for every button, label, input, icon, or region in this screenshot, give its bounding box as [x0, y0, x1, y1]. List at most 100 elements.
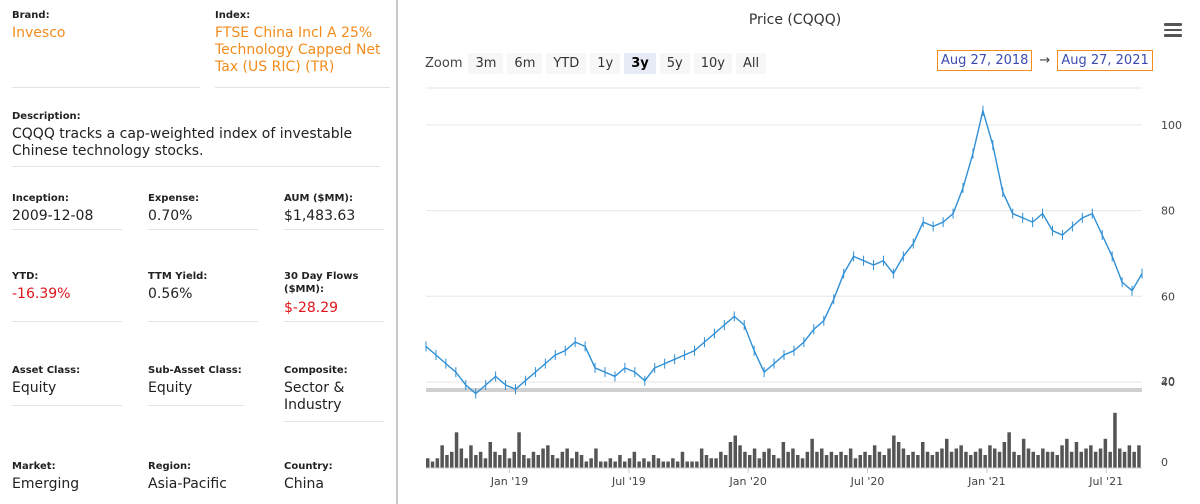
- inception-cell: Inception: 2009-12-08: [12, 192, 122, 230]
- volume-bar: [872, 445, 877, 469]
- volume-bar: [978, 448, 983, 468]
- volume-bar: [728, 442, 733, 468]
- index-cell: Index: FTSE China Incl A 25% Technology …: [215, 9, 390, 88]
- volume-bar: [1084, 448, 1088, 468]
- volume-bar: [690, 461, 694, 468]
- range-to-input[interactable]: Aug 27, 2021: [1057, 50, 1153, 71]
- index-value-line3[interactable]: Tax (US RIC) (TR): [215, 59, 335, 75]
- index-value-line1[interactable]: FTSE China Incl A 25%: [215, 25, 373, 41]
- pane-separator: [426, 388, 1142, 392]
- aum-label: AUM ($MM):: [284, 193, 353, 204]
- zoom-ytd-button[interactable]: YTD: [546, 52, 587, 74]
- volume-bar: [469, 445, 473, 469]
- volume-bar: [815, 451, 819, 469]
- volume-bar: [1089, 445, 1093, 469]
- volume-bar: [776, 458, 781, 469]
- volume-bar: [493, 451, 497, 469]
- country-label: Country:: [284, 461, 333, 472]
- volume-bar: [983, 455, 987, 468]
- inception-label: Inception:: [12, 193, 69, 204]
- range-from-input[interactable]: Aug 27, 2018: [937, 50, 1033, 71]
- volume-bar: [1065, 438, 1069, 469]
- zoom-10y-button[interactable]: 10y: [693, 52, 732, 74]
- volume-bar: [560, 451, 565, 469]
- volume-bar: [714, 458, 718, 469]
- volume-bar: [709, 458, 713, 469]
- volume-bar: [1079, 451, 1083, 469]
- composite-value-line1: Sector &: [284, 380, 345, 396]
- ttm-yield-value: 0.56%: [148, 286, 193, 302]
- volume-bar: [426, 458, 430, 469]
- volume-bar: [613, 461, 617, 468]
- volume-bar: [603, 461, 608, 468]
- index-label: Index:: [215, 10, 251, 21]
- volume-bar: [1103, 438, 1108, 469]
- description-cell: Description: CQQQ tracks a cap-weighted …: [12, 110, 380, 167]
- volume-bar: [973, 451, 978, 469]
- ytd-value: -16.39%: [12, 286, 71, 302]
- index-value-line2[interactable]: Technology Capped Net: [215, 42, 381, 58]
- zoom-all-button[interactable]: All: [735, 52, 767, 74]
- zoom-5y-button[interactable]: 5y: [659, 52, 690, 74]
- volume-bar: [1137, 445, 1141, 469]
- volume-bar: [767, 448, 771, 468]
- volume-bar: [1074, 442, 1079, 468]
- volume-bar: [805, 451, 810, 469]
- volume-bar: [935, 451, 939, 469]
- zoom-3m-button[interactable]: 3m: [468, 52, 504, 74]
- volume-bar: [1002, 442, 1007, 468]
- zoom-3y-button[interactable]: 3y: [624, 52, 656, 74]
- price-tick-label: 40: [1161, 376, 1175, 389]
- region-label: Region:: [148, 461, 192, 472]
- zoom-1y-button[interactable]: 1y: [590, 52, 621, 74]
- volume-bar: [483, 458, 488, 469]
- sub-asset-class-value: Equity: [148, 380, 193, 396]
- volume-bar: [430, 461, 435, 468]
- x-tick-label: Jul '19: [611, 475, 646, 488]
- volume-bar: [786, 451, 790, 469]
- volume-bar: [1113, 412, 1117, 469]
- volume-bar: [579, 455, 584, 468]
- volume-bar: [733, 435, 737, 468]
- volume-bar: [695, 461, 699, 468]
- flows-cell: 30 Day Flows ($MM): $-28.29: [284, 270, 384, 322]
- volume-bar: [945, 438, 949, 469]
- volume-bar: [526, 458, 531, 469]
- volume-bar: [1045, 451, 1050, 469]
- inception-value: 2009-12-08: [12, 208, 94, 224]
- volume-bar: [541, 448, 545, 468]
- volume-bar: [800, 458, 805, 469]
- volume-bar: [1031, 451, 1035, 469]
- description-label: Description:: [12, 111, 81, 122]
- region-value: Asia-Pacific: [148, 476, 227, 492]
- price-chart: 40 60 80 100 0 20 Jan '19 Jul '19 Jan '20 Jul '20…: [425, 87, 1182, 488]
- volume-bar: [781, 442, 786, 468]
- description-line2: Chinese technology stocks.: [12, 143, 204, 159]
- asset-class-label: Asset Class:: [12, 365, 81, 376]
- country-value: China: [284, 476, 324, 492]
- volume-bar: [1122, 451, 1127, 469]
- date-range: Aug 27, 2018 → Aug 27, 2021: [937, 50, 1153, 71]
- zoom-6m-button[interactable]: 6m: [507, 52, 543, 74]
- volume-bar: [743, 451, 747, 469]
- x-tick-label: Jan '19: [490, 475, 528, 488]
- volume-bar: [839, 451, 843, 469]
- volume-bar: [1127, 445, 1132, 469]
- aum-value: $1,483.63: [284, 208, 356, 224]
- volume-bar: [685, 461, 689, 468]
- expense-label: Expense:: [148, 193, 200, 204]
- ytd-cell: YTD: -16.39%: [12, 270, 122, 322]
- volume-bar: [940, 448, 944, 468]
- volume-bar: [502, 448, 507, 468]
- volume-bar: [1017, 455, 1021, 468]
- asset-class-cell: Asset Class: Equity: [12, 364, 122, 406]
- volume-bar: [570, 458, 574, 469]
- composite-cell: Composite: Sector & Industry: [284, 364, 384, 422]
- chart-menu-icon[interactable]: [1164, 23, 1182, 37]
- volume-bar: [454, 432, 459, 469]
- volume-bar: [993, 448, 997, 468]
- volume-bar: [478, 451, 483, 469]
- brand-value[interactable]: Invesco: [12, 25, 66, 41]
- volume-bar: [930, 455, 935, 468]
- volume-bar: [704, 455, 709, 468]
